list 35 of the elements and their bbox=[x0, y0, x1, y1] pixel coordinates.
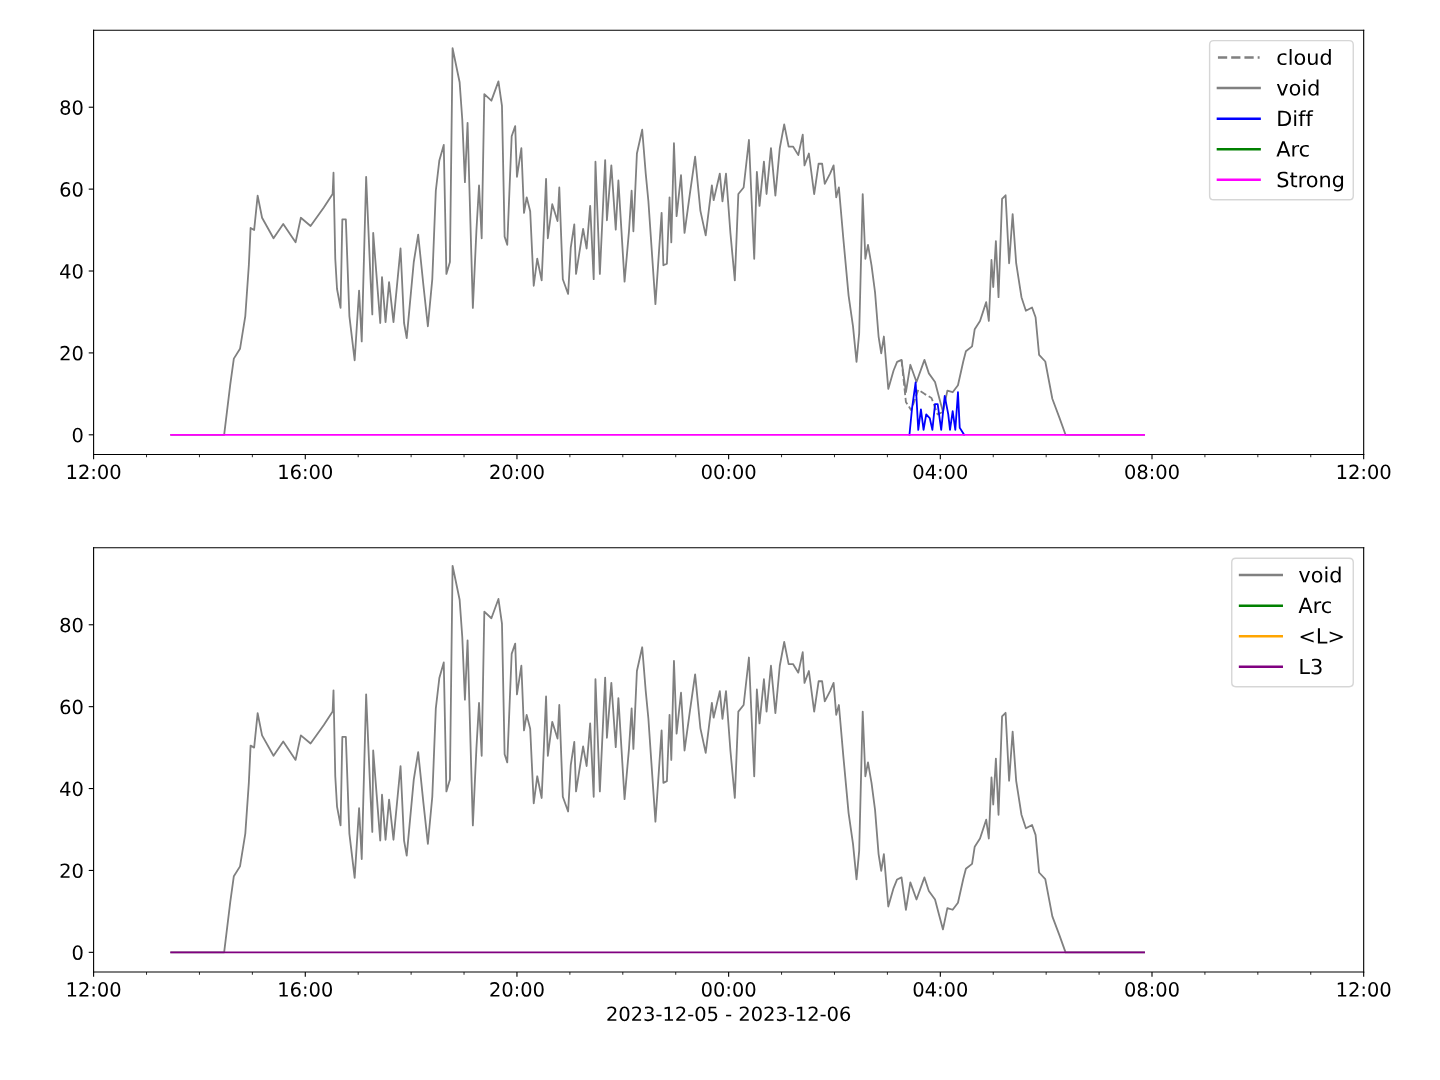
y-tick-label: 0 bbox=[72, 427, 83, 443]
x-tick-label: 16:00 bbox=[279, 982, 333, 997]
legend-label: Diff bbox=[1278, 110, 1314, 126]
y-tick-label: 40 bbox=[60, 781, 83, 797]
x-tick-label: 00:00 bbox=[701, 982, 756, 997]
x-tick-label: 12:00 bbox=[67, 982, 121, 997]
y-tick-label: 60 bbox=[60, 182, 83, 197]
legend-label: Arc bbox=[1276, 141, 1309, 157]
legend-label: L3 bbox=[1300, 658, 1322, 675]
x-tick-label: 20:00 bbox=[490, 464, 544, 480]
x-tick-label: 04:00 bbox=[913, 464, 968, 480]
legend-label: void bbox=[1276, 79, 1319, 96]
x-tick-label: 04:00 bbox=[913, 982, 968, 997]
x-axis-title: 2023-12-05 - 2023-12-06 bbox=[607, 1006, 851, 1022]
y-tick-label: 20 bbox=[60, 863, 83, 879]
y-tick-label: 20 bbox=[60, 345, 83, 361]
legend-label: Arc bbox=[1298, 597, 1331, 614]
x-tick-label: 12:00 bbox=[1337, 464, 1391, 480]
line-series bbox=[908, 381, 966, 436]
y-tick-label: 80 bbox=[60, 617, 83, 633]
legend-label: <L> bbox=[1300, 628, 1343, 644]
x-tick-label: 00:00 bbox=[701, 464, 756, 480]
x-tick-label: 16:00 bbox=[279, 464, 333, 480]
x-tick-label: 12:00 bbox=[67, 464, 121, 480]
y-tick-label: 80 bbox=[60, 100, 83, 115]
y-tick-label: 60 bbox=[60, 699, 83, 715]
y-tick-label: 40 bbox=[60, 263, 83, 279]
legend-label: cloud bbox=[1277, 48, 1331, 66]
legend-label: Strong bbox=[1277, 171, 1344, 192]
x-tick-label: 20:00 bbox=[490, 982, 544, 997]
x-tick-label: 08:00 bbox=[1125, 464, 1179, 480]
legend-label: void bbox=[1299, 566, 1341, 583]
x-tick-label: 08:00 bbox=[1125, 982, 1179, 997]
y-tick-label: 0 bbox=[72, 945, 83, 961]
x-tick-label: 12:00 bbox=[1337, 982, 1391, 997]
